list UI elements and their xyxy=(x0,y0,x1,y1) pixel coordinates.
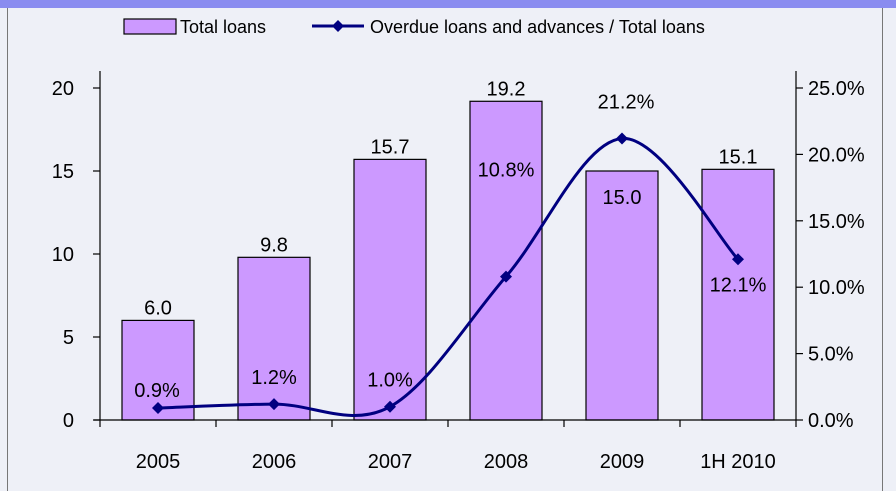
line-value-label: 10.8% xyxy=(478,160,535,182)
left-tick-label: 0 xyxy=(63,410,74,432)
right-tick-label: 5.0% xyxy=(808,344,854,366)
x-tick-label: 2005 xyxy=(136,451,181,473)
bar-value-label: 6.0 xyxy=(144,297,172,319)
line-value-label: 0.9% xyxy=(134,380,180,402)
right-tick-label: 10.0% xyxy=(808,277,865,299)
line-value-label: 1.0% xyxy=(367,370,413,392)
left-tick-label: 20 xyxy=(52,78,74,100)
bar-value-label: 15.7 xyxy=(371,136,410,158)
line-value-label: 12.1% xyxy=(710,274,767,296)
top-accent-bar xyxy=(0,0,896,8)
line-marker-2008 xyxy=(500,270,512,283)
x-tick-label: 2009 xyxy=(600,451,645,473)
bar-value-label: 9.8 xyxy=(260,234,288,256)
line-marker-2005 xyxy=(152,402,164,415)
bar-2009 xyxy=(585,170,659,421)
right-tick-label: 25.0% xyxy=(808,78,865,100)
line-marker-2006 xyxy=(268,398,280,411)
x-tick-label: 2007 xyxy=(368,451,413,473)
left-tick-label: 5 xyxy=(63,327,74,349)
line-marker-2009 xyxy=(616,132,628,145)
bar-value-label: 15.0 xyxy=(603,187,642,209)
bar-1H 2010 xyxy=(701,168,775,421)
left-tick-label: 10 xyxy=(52,244,74,266)
right-tick-label: 15.0% xyxy=(808,211,865,233)
line-marker-2007 xyxy=(384,400,396,413)
x-tick-label: 2006 xyxy=(252,451,297,473)
bar-value-label: 19.2 xyxy=(487,78,526,100)
line-marker-1H 2010 xyxy=(732,253,744,266)
bar-value-label: 15.1 xyxy=(719,146,758,168)
bar-2008 xyxy=(469,100,543,421)
legend-line-label: Overdue loans and advances / Total loans xyxy=(370,17,705,37)
right-tick-label: 0.0% xyxy=(808,410,854,432)
legend-line-marker xyxy=(332,20,344,32)
legend-bar-label: Total loans xyxy=(180,17,266,37)
line-value-label: 1.2% xyxy=(251,367,297,389)
x-tick-label: 2008 xyxy=(484,451,529,473)
left-tick-label: 15 xyxy=(52,161,74,183)
x-tick-label: 1H 2010 xyxy=(700,451,776,473)
legend-bar-swatch xyxy=(123,18,177,35)
right-tick-label: 20.0% xyxy=(808,144,865,166)
bar-2006 xyxy=(237,256,311,421)
line-value-label: 21.2% xyxy=(598,91,655,113)
